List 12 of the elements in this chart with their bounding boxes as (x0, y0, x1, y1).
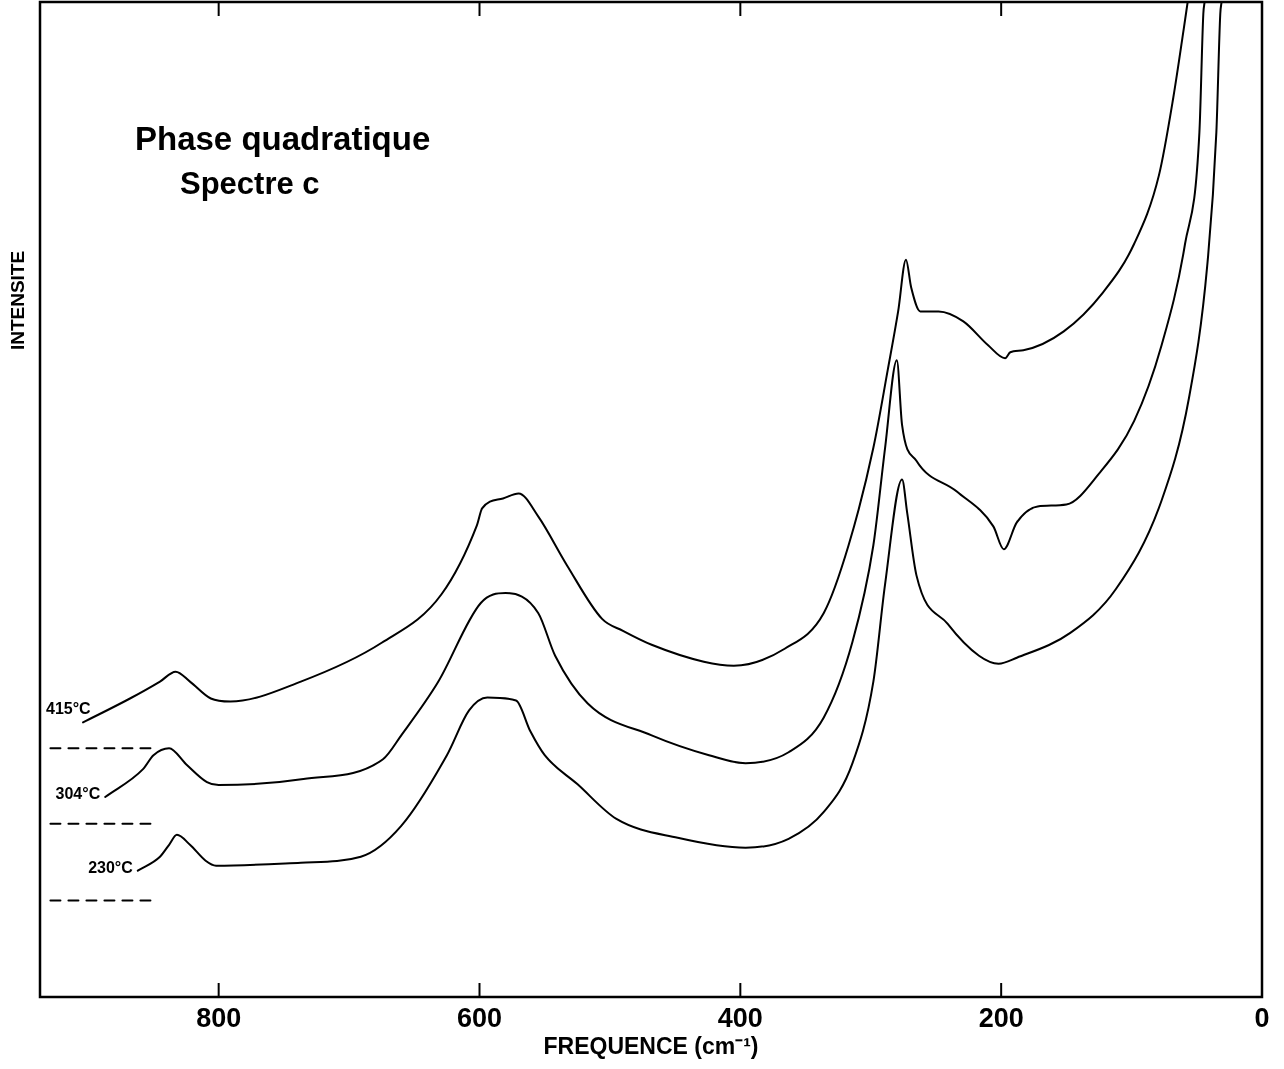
x-tick-label: 400 (717, 1002, 763, 1033)
x-tick-label: 600 (456, 1002, 503, 1033)
x-axis-title: FREQUENCE (cm⁻¹) (543, 1032, 759, 1059)
text: Phase quadratique (135, 120, 431, 157)
series-label: 304°C (55, 785, 101, 803)
text: Spectre c (180, 166, 320, 201)
x-tick-label: 800 (196, 1002, 242, 1033)
series-label: 415°C (46, 700, 92, 718)
series-label: 230°C (88, 858, 134, 876)
x-tick-label: 200 (978, 1002, 1024, 1033)
x-tick-label: 0 (1254, 1002, 1270, 1033)
y-axis-title: INTENSITE (7, 250, 28, 351)
